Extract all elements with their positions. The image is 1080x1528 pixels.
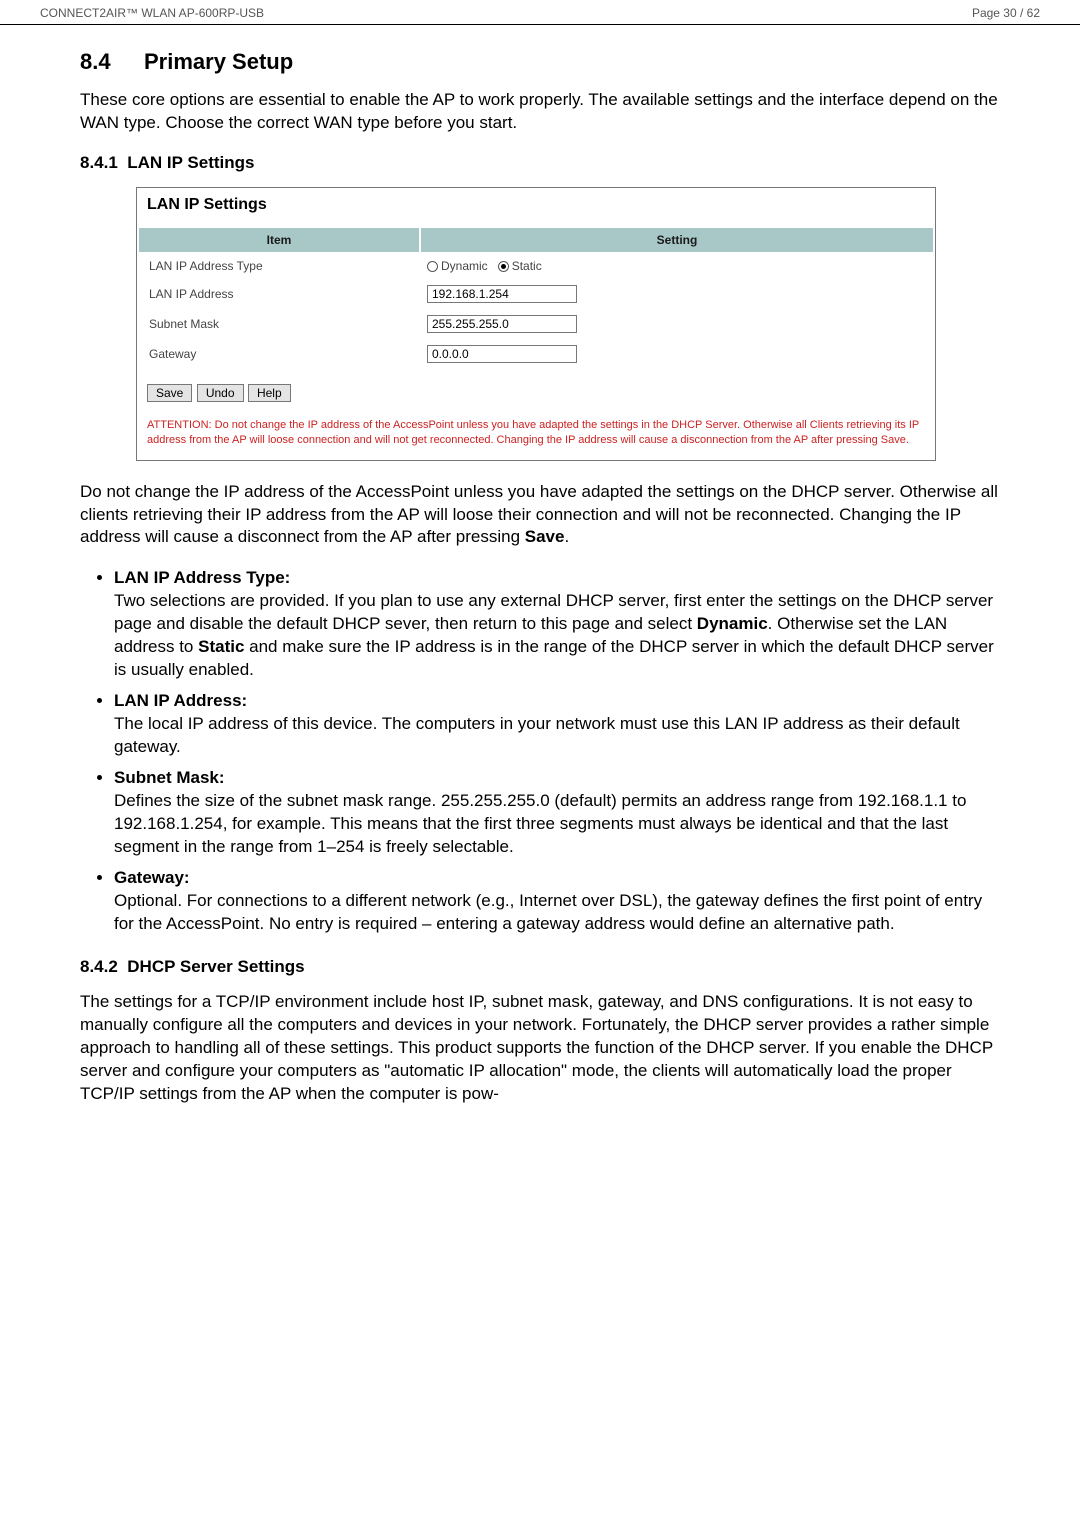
intro-8-4: These core options are essential to enab… [80, 89, 1000, 135]
gateway-body: Optional. For connections to a different… [114, 890, 1000, 936]
heading-8-4-1-number: 8.4.1 [80, 153, 118, 172]
radio-static[interactable] [498, 261, 509, 272]
heading-8-4-title: Primary Setup [144, 49, 293, 74]
page-header: CONNECT2AIR™ WLAN AP-600RP-USB Page 30 /… [0, 0, 1080, 25]
lan-type-body: Two selections are provided. If you plan… [114, 590, 1000, 682]
lan-ip-table: Item Setting LAN IP Address Type Dynamic… [137, 226, 935, 370]
radio-dynamic-label: Dynamic [441, 259, 488, 273]
gateway-input[interactable] [427, 345, 577, 363]
heading-8-4-2-number: 8.4.2 [80, 957, 118, 976]
para-after-figure: Do not change the IP address of the Acce… [80, 481, 1000, 550]
lan-ip-settings-box: LAN IP Settings Item Setting LAN IP Addr… [136, 187, 936, 461]
list-item-lan-type: LAN IP Address Type: Two selections are … [114, 567, 1000, 682]
attention-text: ATTENTION: Do not change the IP address … [137, 414, 935, 460]
gateway-title: Gateway: [114, 867, 1000, 890]
subnet-title: Subnet Mask: [114, 767, 1000, 790]
row-type-label: LAN IP Address Type [139, 254, 419, 278]
button-row: Save Undo Help [137, 370, 935, 414]
lan-ip-title: LAN IP Address: [114, 690, 1000, 713]
lan-ip-settings-figure: LAN IP Settings Item Setting LAN IP Addr… [80, 187, 1000, 461]
radio-static-label: Static [512, 259, 542, 273]
para-after-figure-save: Save [525, 527, 565, 546]
heading-8-4: 8.4Primary Setup [80, 49, 1000, 75]
list-item-subnet: Subnet Mask: Defines the size of the sub… [114, 767, 1000, 859]
heading-8-4-1-title: LAN IP Settings [127, 153, 254, 172]
heading-8-4-1: 8.4.1 LAN IP Settings [80, 153, 1000, 173]
lan-ip-body: The local IP address of this device. The… [114, 713, 1000, 759]
list-item-gateway: Gateway: Optional. For connections to a … [114, 867, 1000, 936]
help-button[interactable]: Help [248, 384, 291, 402]
lan-type-title: LAN IP Address Type: [114, 567, 1000, 590]
save-button[interactable]: Save [147, 384, 192, 402]
heading-8-4-number: 8.4 [80, 49, 144, 75]
lan-ip-box-title: LAN IP Settings [137, 188, 935, 226]
subnet-mask-input[interactable] [427, 315, 577, 333]
row-mask-label: Subnet Mask [139, 310, 419, 338]
heading-8-4-2: 8.4.2 DHCP Server Settings [80, 957, 1000, 977]
col-header-item: Item [139, 228, 419, 252]
undo-button[interactable]: Undo [197, 384, 244, 402]
para-after-figure-p3: . [564, 527, 569, 546]
row-ip-label: LAN IP Address [139, 280, 419, 308]
body-8-4-2: The settings for a TCP/IP environment in… [80, 991, 1000, 1106]
row-type-value: Dynamic Static [421, 254, 933, 278]
heading-8-4-2-title: DHCP Server Settings [127, 957, 304, 976]
header-left: CONNECT2AIR™ WLAN AP-600RP-USB [40, 6, 264, 20]
subnet-body: Defines the size of the subnet mask rang… [114, 790, 1000, 859]
lan-ip-input[interactable] [427, 285, 577, 303]
col-header-setting: Setting [421, 228, 933, 252]
radio-dynamic[interactable] [427, 261, 438, 272]
row-gw-label: Gateway [139, 340, 419, 368]
header-right: Page 30 / 62 [972, 6, 1040, 20]
settings-description-list: LAN IP Address Type: Two selections are … [80, 567, 1000, 935]
list-item-lan-ip: LAN IP Address: The local IP address of … [114, 690, 1000, 759]
